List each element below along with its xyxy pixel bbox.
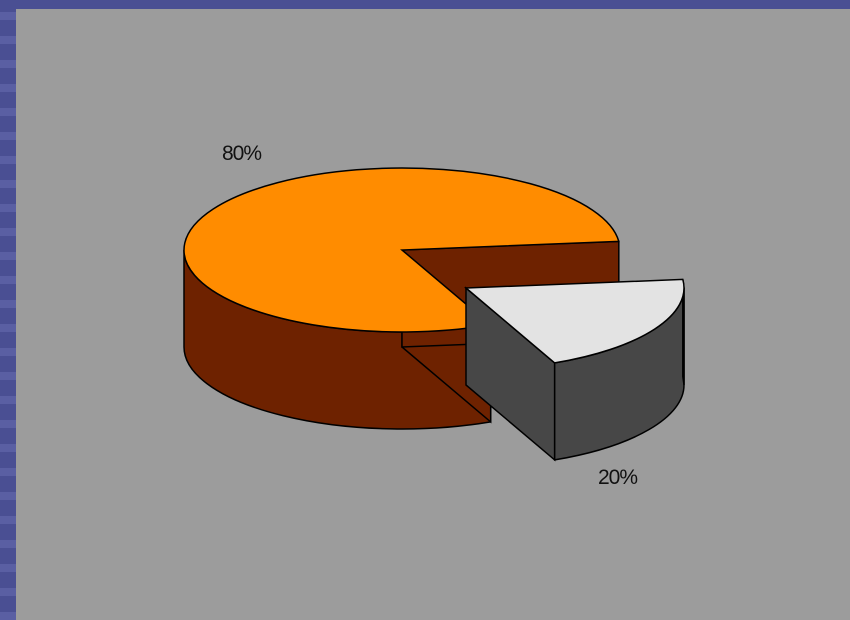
frame-stripe [0,396,16,404]
frame-stripe [0,300,16,308]
slice-label-80: 80% [222,142,261,165]
frame-stripe [0,564,16,572]
frame-stripe [0,204,16,212]
frame-stripe [0,516,16,524]
frame-stripe [0,180,16,188]
slice-label-20: 20% [598,466,637,489]
frame-stripe [0,84,16,92]
frame-stripe [0,156,16,164]
frame-stripe [0,12,16,20]
frame-stripe [0,420,16,428]
slice-20-top [464,278,685,364]
frame-stripe [0,612,16,620]
frame-stripe [0,108,16,116]
frame-stripe [0,588,16,596]
frame-stripe [0,228,16,236]
frame-stripe [0,60,16,68]
frame-stripe [0,492,16,500]
frame-stripe [0,36,16,44]
slice-80-top [183,167,620,333]
frame-stripe [0,372,16,380]
frame-stripe [0,276,16,284]
frame-stripe [0,132,16,140]
frame-stripe [0,468,16,476]
frame-stripe [0,444,16,452]
frame-stripe [0,540,16,548]
frame-stripe [0,252,16,260]
frame-stripe [0,348,16,356]
frame-stripe [0,324,16,332]
